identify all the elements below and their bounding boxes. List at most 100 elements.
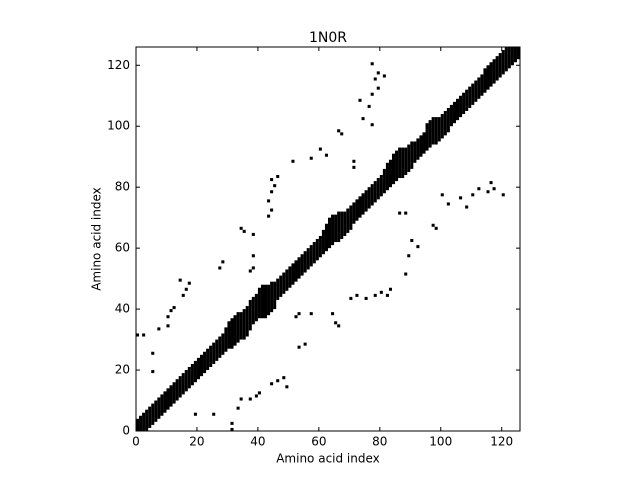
contact-point <box>273 184 277 188</box>
contact-point <box>166 315 170 319</box>
x-tick-label: 40 <box>250 435 265 449</box>
contact-band <box>300 254 304 276</box>
contact-band <box>312 242 316 264</box>
contact-band <box>462 92 466 115</box>
contact-band <box>303 251 307 273</box>
contact-band <box>440 114 444 139</box>
contact-band <box>446 107 450 133</box>
contact-point <box>136 333 140 337</box>
contact-point <box>230 421 234 425</box>
y-tick-label: 20 <box>115 363 130 377</box>
contact-point <box>270 178 274 182</box>
x-tick-label: 60 <box>311 435 326 449</box>
contact-point <box>376 71 380 75</box>
y-tick-label: 120 <box>107 58 130 72</box>
contact-band <box>212 342 216 364</box>
x-tick-label: 0 <box>132 435 140 449</box>
contact-band <box>142 412 146 431</box>
contact-band <box>239 312 243 340</box>
contact-point <box>270 382 274 386</box>
contact-band <box>184 370 188 392</box>
contact-band <box>507 47 511 69</box>
contact-point <box>193 412 197 416</box>
contact-band <box>233 315 237 346</box>
contact-point <box>178 278 182 282</box>
contact-band <box>273 281 277 310</box>
contact-point <box>370 92 374 96</box>
contact-point <box>303 342 307 346</box>
contact-point <box>239 226 243 230</box>
contact-point <box>331 312 335 316</box>
contact-band <box>285 269 289 291</box>
contact-point <box>242 229 246 233</box>
contact-point <box>239 397 243 401</box>
contact-band <box>331 214 335 246</box>
contact-band <box>340 211 344 239</box>
contact-point <box>151 370 155 374</box>
contact-band <box>276 278 280 300</box>
contact-point <box>373 77 377 81</box>
contact-band <box>395 150 399 182</box>
contact-point <box>254 394 258 398</box>
contact-point <box>236 406 240 410</box>
contact-point <box>370 123 374 127</box>
contact-band <box>516 47 520 60</box>
contact-band <box>495 56 499 81</box>
contact-point <box>367 104 371 108</box>
contact-point <box>270 208 274 212</box>
y-tick-label: 80 <box>115 180 130 194</box>
contact-band <box>139 415 143 431</box>
contact-band <box>443 111 447 136</box>
contact-band <box>154 400 158 422</box>
contact-band <box>248 299 252 331</box>
contact-point <box>276 379 280 383</box>
contact-band <box>361 193 365 215</box>
contact-band <box>315 239 319 261</box>
contact-point <box>471 193 475 197</box>
contact-band <box>388 159 392 188</box>
y-tick-label: 60 <box>115 241 130 255</box>
contact-band <box>175 379 179 401</box>
contact-band <box>483 68 487 93</box>
contact-point <box>151 351 155 355</box>
contact-band <box>382 168 386 194</box>
contact-band <box>245 306 249 337</box>
contact-point <box>297 345 301 349</box>
contact-band <box>477 77 481 99</box>
contact-band <box>291 263 295 285</box>
contact-band <box>224 327 228 352</box>
contact-point <box>257 391 261 395</box>
contact-band <box>230 318 234 349</box>
contact-band <box>288 266 292 288</box>
contact-point <box>410 239 414 243</box>
contact-band <box>419 135 423 157</box>
contact-band <box>193 360 197 383</box>
y-tick-label: 100 <box>107 119 130 133</box>
contact-point <box>337 129 341 133</box>
contact-point <box>370 62 374 66</box>
contact-point <box>309 312 313 316</box>
contact-point <box>334 321 338 325</box>
contact-point <box>404 211 408 215</box>
contact-band <box>431 117 435 145</box>
contact-point <box>385 293 389 297</box>
contact-band <box>318 235 322 258</box>
contact-band <box>294 260 298 282</box>
contact-point <box>157 327 161 331</box>
contact-band <box>385 162 389 191</box>
contact-point <box>324 153 328 157</box>
contact-band <box>260 284 264 319</box>
contact-point <box>187 281 191 285</box>
x-tick-label: 100 <box>429 435 452 449</box>
contact-band <box>492 59 496 84</box>
contact-point <box>230 427 234 431</box>
contact-point <box>297 312 301 316</box>
contact-point <box>251 266 255 270</box>
contact-band <box>270 281 274 313</box>
contact-band <box>474 80 478 102</box>
contact-point <box>431 223 435 227</box>
contact-point <box>446 202 450 206</box>
contact-point <box>221 260 225 264</box>
contact-point <box>172 306 176 310</box>
